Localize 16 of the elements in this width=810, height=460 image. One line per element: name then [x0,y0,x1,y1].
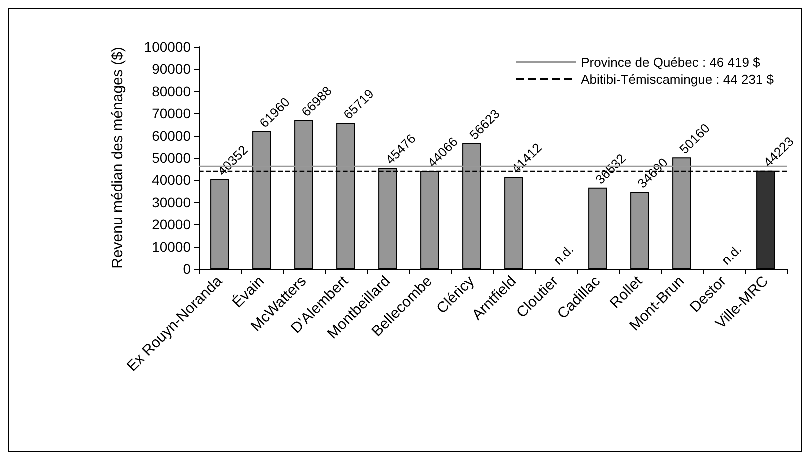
y-tick-label: 100000 [144,39,192,55]
text: n.d. [550,242,577,268]
legend-label: Abitibi-Témiscamingue : 44 231 $ [581,72,775,87]
y-tick-label: 20000 [152,216,192,233]
legend-label: Province de Québec : 46 419 $ [581,55,762,70]
y-axis-title: Revenu médian des ménages ($) [110,47,126,269]
y-tick-label: 40000 [152,172,192,188]
y-tick-label: 70000 [152,106,192,122]
y-tick-label: 60000 [152,128,192,144]
y-tick-label: 50000 [152,150,192,166]
y-tick-label: 30000 [152,194,192,210]
y-tick-label: 10000 [152,238,192,255]
y-tick-label: 0 [183,261,192,277]
text: n.d. [718,242,745,268]
y-tick-label: 90000 [152,61,192,78]
y-tick-label: 80000 [152,83,192,100]
